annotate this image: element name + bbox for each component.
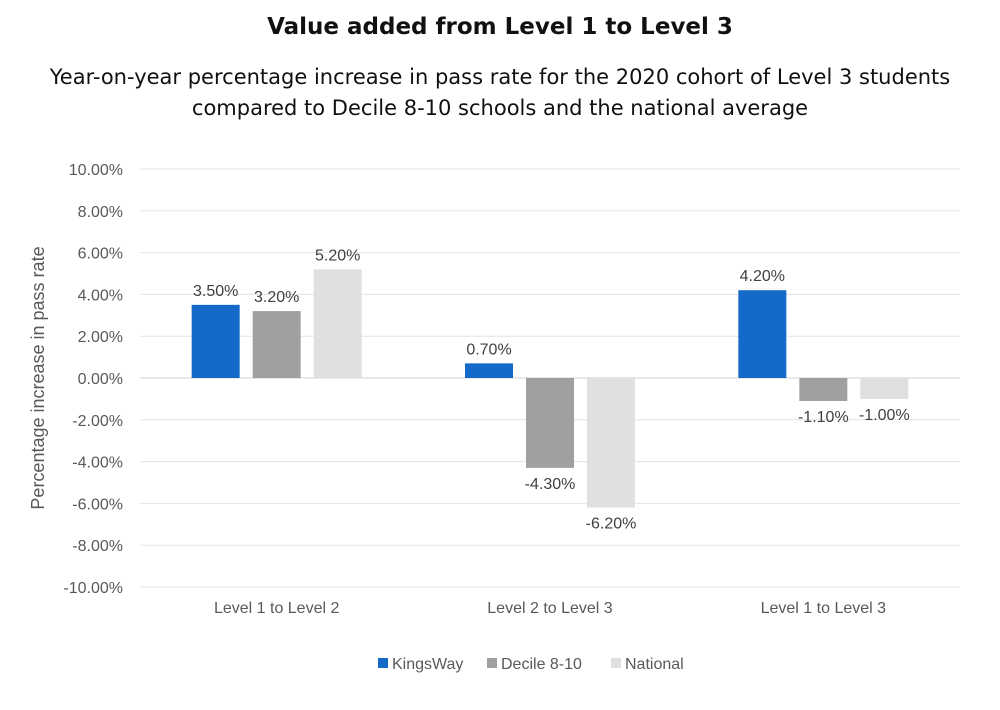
y-tick-label: 8.00%	[78, 204, 123, 221]
data-label: 5.20%	[315, 247, 360, 264]
subtitle-line-2: compared to Decile 8-10 schools and the …	[191, 96, 809, 120]
data-label: 4.20%	[740, 268, 785, 285]
bar-national	[587, 378, 635, 508]
legend-swatch	[611, 658, 621, 668]
bar-decile-8-10	[799, 378, 848, 401]
legend-label: Decile 8-10	[501, 656, 582, 673]
y-tick-label: 2.00%	[78, 329, 123, 346]
y-tick-label: -8.00%	[72, 538, 123, 555]
x-tick-label: Level 1 to Level 3	[761, 600, 887, 617]
data-label: 0.70%	[466, 341, 511, 358]
bar-decile-8-10	[526, 378, 574, 468]
bar-kingsway	[738, 290, 787, 378]
x-tick-label: Level 2 to Level 3	[487, 600, 613, 617]
bar-kingsway	[465, 363, 513, 378]
data-label: -1.00%	[859, 407, 910, 424]
legend-label: KingsWay	[392, 656, 463, 673]
subtitle-line-1: Year-on-year percentage increase in pass…	[49, 65, 951, 89]
legend-swatch	[378, 658, 388, 668]
legend-swatch	[487, 658, 497, 668]
chart-subtitle: Year-on-year percentage increase in pass…	[0, 62, 1000, 124]
y-axis-label: Percentage increase in pass rate	[28, 246, 48, 509]
x-tick-label: Level 1 to Level 2	[214, 600, 340, 617]
bar-decile-8-10	[252, 311, 301, 378]
y-tick-label: 4.00%	[78, 287, 123, 304]
data-label: 3.50%	[193, 283, 238, 300]
data-label: 3.20%	[254, 289, 299, 306]
bar-national	[860, 378, 909, 399]
y-tick-label: -10.00%	[63, 580, 123, 597]
data-label: -6.20%	[586, 516, 637, 533]
y-tick-label: -4.00%	[72, 455, 123, 472]
data-label: -1.10%	[798, 409, 849, 426]
y-tick-label: 0.00%	[78, 371, 123, 388]
y-tick-label: 6.00%	[78, 246, 123, 263]
chart-title: Value added from Level 1 to Level 3	[267, 14, 733, 40]
y-tick-label: 10.00%	[69, 162, 123, 179]
y-tick-label: -2.00%	[72, 413, 123, 430]
bar-kingsway	[191, 304, 240, 378]
data-label: -4.30%	[525, 476, 576, 493]
y-tick-label: -6.00%	[72, 496, 123, 513]
bar-national	[313, 269, 362, 378]
legend-label: National	[625, 656, 684, 673]
